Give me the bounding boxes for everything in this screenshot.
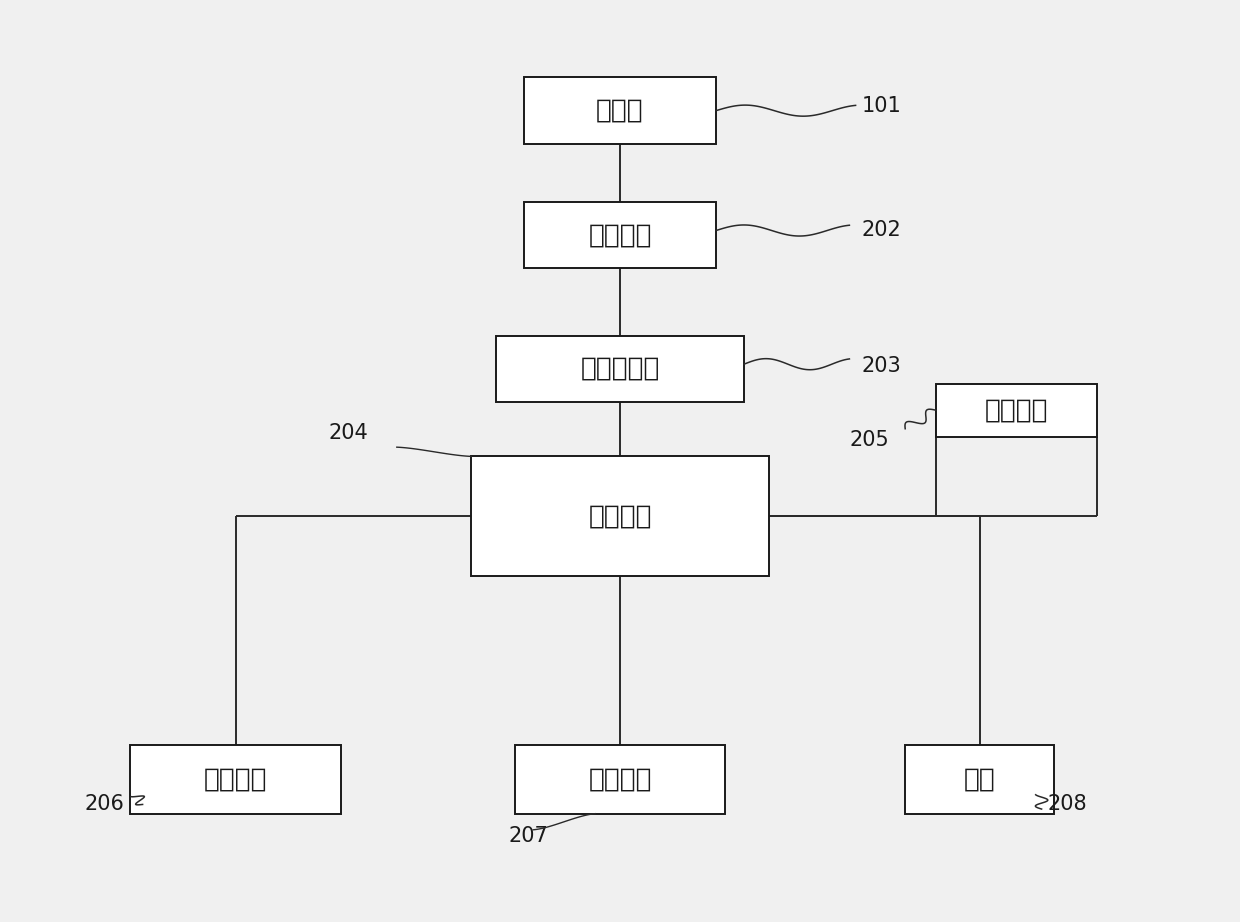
Bar <box>130 745 341 814</box>
Bar <box>905 745 1054 814</box>
Text: 光学镜头: 光学镜头 <box>588 222 652 248</box>
Text: 207: 207 <box>508 826 548 846</box>
Text: 电源接口: 电源接口 <box>588 766 652 792</box>
Bar <box>515 745 725 814</box>
Bar <box>496 336 744 402</box>
Text: 204: 204 <box>329 423 368 443</box>
Text: 门禁接口: 门禁接口 <box>203 766 268 792</box>
Text: 206: 206 <box>84 794 124 814</box>
Bar <box>471 456 769 576</box>
Text: 101: 101 <box>862 96 901 116</box>
Text: 205: 205 <box>849 430 889 450</box>
Text: 208: 208 <box>1048 794 1087 814</box>
Bar <box>523 202 717 268</box>
Text: 网口: 网口 <box>963 766 996 792</box>
Text: 203: 203 <box>862 356 901 376</box>
Text: 202: 202 <box>862 220 901 241</box>
Text: 滤光片: 滤光片 <box>596 98 644 124</box>
Text: 摄像头模组: 摄像头模组 <box>580 356 660 382</box>
Bar <box>936 384 1097 437</box>
Text: 存储介质: 存储介质 <box>985 397 1049 423</box>
Bar <box>523 77 717 144</box>
Text: 处理器板: 处理器板 <box>588 503 652 529</box>
